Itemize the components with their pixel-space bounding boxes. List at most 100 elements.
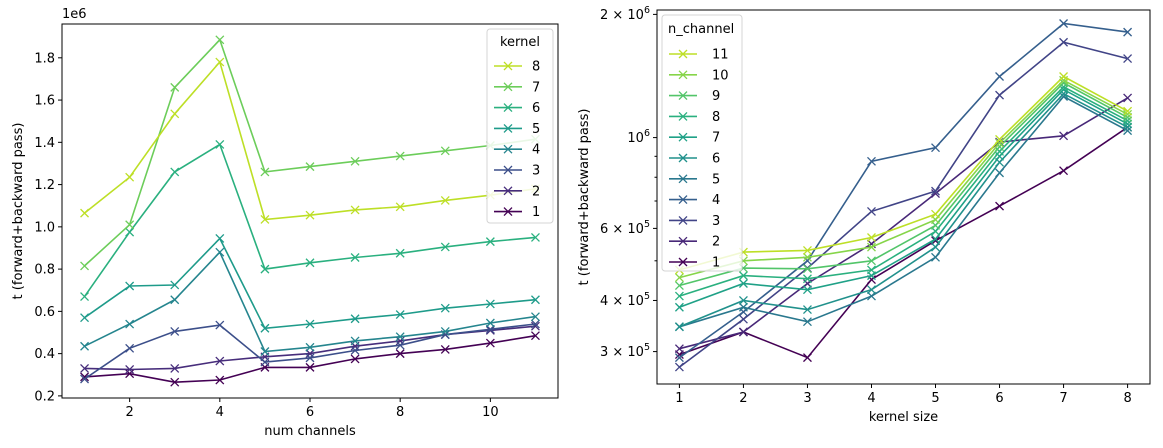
right-data-point <box>674 291 684 301</box>
left-series-kernel-8 <box>80 57 540 224</box>
right-data-point <box>995 72 1004 81</box>
right-legend-label: 5 <box>712 172 720 187</box>
right-y-tick-label: 4 × 105 <box>600 291 650 309</box>
left-y-tick-label: 1.8 <box>34 51 55 66</box>
left-data-point <box>440 146 450 156</box>
left-series-kernel-7 <box>80 35 540 271</box>
right-legend-label: 9 <box>712 89 720 104</box>
left-x-tick-label: 6 <box>306 405 314 420</box>
left-data-point <box>170 109 180 119</box>
left-series-line <box>84 250 536 353</box>
right-y-tick-exponent: 6 <box>644 128 650 139</box>
right-data-point <box>1123 93 1133 103</box>
left-data-point <box>485 338 495 348</box>
right-x-axis-label: kernel size <box>869 410 938 425</box>
left-legend-title: kernel <box>500 35 540 50</box>
left-data-point <box>350 253 360 262</box>
right-data-point <box>995 142 1004 152</box>
left-legend-item: 5 <box>494 122 540 137</box>
right-legend-label: 6 <box>712 152 720 167</box>
right-data-point <box>674 353 684 363</box>
left-data-point <box>260 323 270 333</box>
left-data-point <box>170 167 180 177</box>
left-data-point <box>80 208 90 218</box>
left-data-point <box>170 295 180 305</box>
right-data-point <box>867 233 876 242</box>
left-data-point <box>125 319 135 329</box>
right-series-nchannel-4 <box>674 19 1133 363</box>
right-x-tick-label: 7 <box>1059 391 1067 406</box>
left-legend-label: 1 <box>532 205 540 220</box>
right-legend-label: 2 <box>712 235 720 250</box>
left-x-tick-label: 10 <box>482 405 499 420</box>
left-data-point <box>350 354 360 364</box>
right-y-tick-base: 2 × 10 <box>600 8 644 23</box>
left-legend-marker <box>503 144 513 154</box>
right-series-nchannel-5 <box>674 92 1133 332</box>
right-data-point <box>1123 126 1133 136</box>
left-data-point <box>260 167 270 177</box>
right-legend-marker <box>678 257 688 267</box>
right-x-tick-label: 6 <box>995 391 1003 406</box>
right-data-point <box>995 90 1004 100</box>
right-data-point <box>1059 37 1069 47</box>
left-data-point <box>215 375 225 385</box>
left-data-point <box>170 326 180 336</box>
left-data-point <box>80 292 90 302</box>
right-data-point <box>1059 166 1069 176</box>
right-data-point <box>1123 122 1133 132</box>
right-data-point <box>738 295 748 305</box>
left-data-point <box>215 247 225 257</box>
right-x-tick-label: 8 <box>1123 391 1131 406</box>
left-legend-marker <box>503 165 513 175</box>
left-legend-item: 2 <box>494 184 540 199</box>
left-series-line <box>84 323 536 380</box>
right-data-point <box>738 279 748 288</box>
right-data-point <box>674 302 684 312</box>
left-legend-label: 3 <box>532 164 540 179</box>
right-data-point <box>803 245 812 255</box>
left-data-point <box>80 341 90 351</box>
left-data-point <box>80 372 90 382</box>
left-y-axis-label: t (forward+backward pass) <box>11 123 26 300</box>
right-legend-marker <box>678 153 688 163</box>
left-series-line <box>84 237 536 330</box>
left-legend-label: 8 <box>532 60 540 75</box>
right-data-point <box>931 242 940 252</box>
right-legend-item: 6 <box>669 152 720 167</box>
right-y-tick-exponent: 5 <box>644 219 650 230</box>
left-legend-item: 3 <box>494 164 540 179</box>
right-data-point <box>931 189 940 198</box>
right-data-point <box>995 168 1004 178</box>
left-legend-item: 8 <box>494 60 540 75</box>
right-y-tick-base: 6 × 10 <box>600 222 644 237</box>
left-data-point <box>215 320 225 330</box>
right-legend-item: 5 <box>669 172 720 187</box>
right-y-tick-exponent: 5 <box>644 342 650 353</box>
left-offset-text: 1e6 <box>62 7 87 22</box>
right-data-point <box>867 206 876 216</box>
right-legend-item: 3 <box>669 214 720 229</box>
left-data-point <box>350 345 360 355</box>
left-legend-label: 4 <box>532 143 540 158</box>
left-series-kernel-5 <box>80 234 540 333</box>
left-data-point <box>305 353 315 363</box>
left-series-kernel-6 <box>80 139 540 302</box>
right-y-axis-label: t (forward+backward pass) <box>577 109 592 286</box>
right-data-point <box>674 281 684 291</box>
left-series-line <box>84 334 536 384</box>
left-data-point <box>305 362 315 372</box>
left-data-point <box>215 35 225 45</box>
left-data-point <box>305 342 315 352</box>
right-legend-marker <box>678 236 688 246</box>
right-x-tick-label: 3 <box>803 391 811 406</box>
right-y-tick-base: 4 × 10 <box>600 294 644 309</box>
left-plot-frame <box>61 23 559 399</box>
right-data-point <box>1123 119 1133 129</box>
left-data-point <box>350 336 360 346</box>
right-series-nchannel-2 <box>674 93 1133 354</box>
left-data-point <box>215 57 225 67</box>
left-data-point <box>125 369 135 379</box>
right-data-point <box>995 134 1004 144</box>
